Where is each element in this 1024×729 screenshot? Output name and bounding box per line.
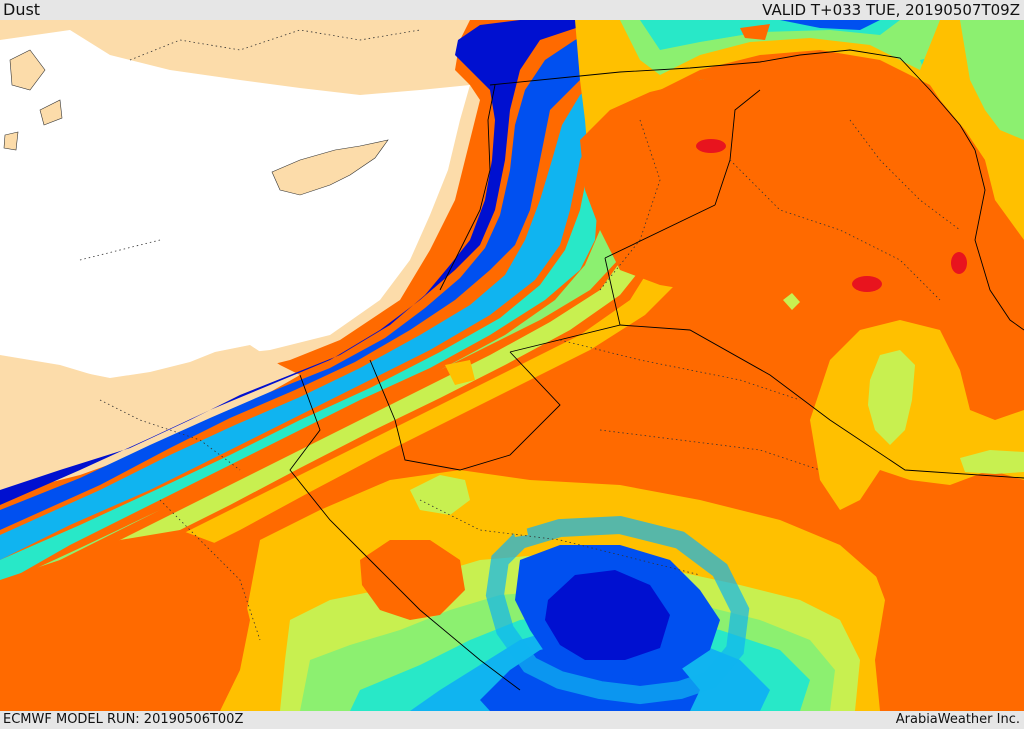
dust-sw-high [0, 530, 250, 711]
aegean-islands [3, 49, 63, 151]
dust-south-ring-light [485, 515, 750, 705]
border-jordan-israel [439, 84, 496, 291]
dust-patch-east-low [868, 350, 915, 445]
model-run-label: ECMWF MODEL RUN: 20190506T00Z [3, 712, 244, 727]
dust-band-lightblue-coast [0, 45, 720, 560]
egypt-north-land [0, 345, 300, 495]
dust-se-high [860, 500, 1024, 711]
dust-plume-north-blue [780, 20, 880, 30]
dust-forecast-map [0, 20, 1024, 711]
border-turkey-syria [489, 49, 976, 151]
map-title: Dust [3, 0, 41, 19]
header-bar: Dust VALID T+033 TUE, 20190507T09Z [0, 0, 1024, 20]
province-borders [79, 29, 961, 641]
border-jordan-iraq [604, 204, 716, 259]
border-egypt-sinai [289, 374, 521, 691]
dust-band-teal-coast [0, 72, 740, 585]
dust-very-high-spot-2 [852, 276, 882, 292]
dust-spot-yellow-3 [445, 360, 475, 385]
border-sinai [369, 351, 561, 471]
dust-spot-moderate-sinai [355, 490, 378, 510]
footer-bar: ECMWF MODEL RUN: 20190506T00Z ArabiaWeat… [0, 711, 1024, 729]
dust-very-high-spot-3 [951, 252, 967, 274]
border-saudi-iraq [619, 324, 1024, 479]
dust-redsea-high [360, 540, 465, 620]
cyprus-island [271, 139, 389, 196]
dust-south-navy [545, 570, 670, 660]
valid-time-label: VALID T+033 TUE, 20190507T09Z [762, 1, 1020, 19]
dust-spot-moderate-2 [512, 520, 528, 537]
mediterranean-region [0, 20, 480, 495]
credit-label: ArabiaWeather Inc. [895, 712, 1020, 727]
dust-plume-ne-green [960, 20, 1024, 140]
dust-plume-north-green [620, 20, 1024, 125]
border-syria-iraq [714, 89, 761, 206]
border-iran-iraq [974, 149, 1024, 331]
dust-very-high-spot-1 [696, 139, 726, 153]
dust-patch-small-low [783, 293, 800, 310]
country-borders [289, 49, 1024, 691]
mediterranean-sea [0, 30, 470, 388]
dust-plume-north-orange [740, 24, 770, 40]
dust-patch-east-low-2 [960, 450, 1024, 474]
dust-spot-low-sinai [410, 475, 470, 515]
